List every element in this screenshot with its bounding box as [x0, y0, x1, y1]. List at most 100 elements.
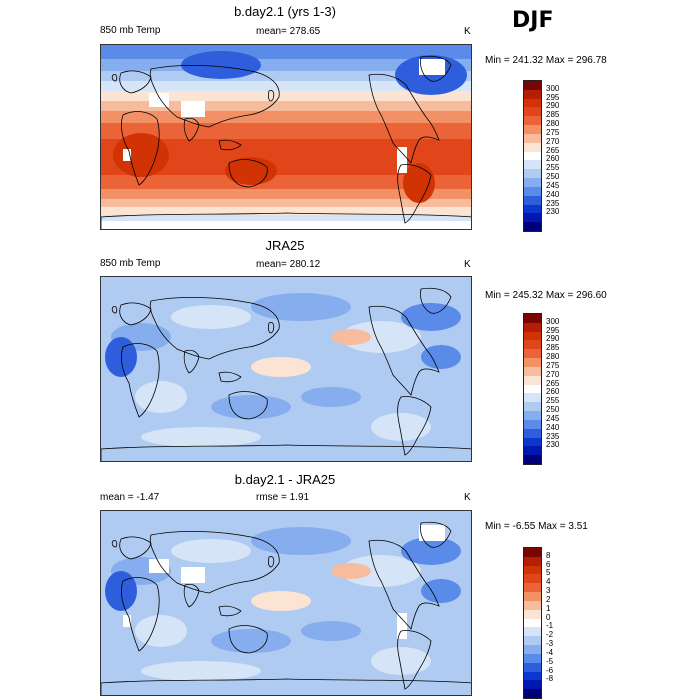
coastline: [420, 521, 452, 548]
coastline: [218, 139, 242, 151]
coastline: [397, 164, 432, 224]
contour-band: [101, 189, 471, 199]
warm-core: [225, 157, 277, 185]
colorbar-label: 295: [546, 92, 560, 102]
masked-area: [419, 525, 445, 541]
panel-1-units: K: [464, 26, 471, 37]
colorbar-swatch: [524, 89, 541, 100]
coastline: [183, 117, 200, 142]
colorbar-label: 255: [546, 163, 560, 173]
colorbar-swatch: [524, 428, 541, 438]
colorbar-label: 240: [546, 422, 560, 432]
coastline: [121, 111, 160, 186]
colorbar-swatch: [524, 213, 541, 223]
colorbar-swatch: [524, 186, 541, 197]
colorbar-swatch: [524, 151, 541, 161]
colorbar-swatch: [524, 446, 541, 456]
colorbar-swatch: [524, 195, 541, 205]
colorbar-label: -6: [546, 665, 554, 675]
panel-2-units: K: [464, 259, 471, 270]
panel-1-minmax: Min = 241.32 Max = 296.78: [485, 55, 607, 66]
colorbar-swatch: [524, 222, 541, 232]
colorbar-swatch: [524, 81, 541, 91]
colorbar-label: 0: [546, 612, 551, 622]
anomaly-blob: [251, 357, 311, 377]
contour-band: [101, 71, 471, 81]
colorbar-label: 5: [546, 568, 551, 578]
colorbar-label: 285: [546, 343, 560, 353]
anomaly-blob: [141, 427, 261, 447]
colorbar-swatch: [524, 455, 541, 465]
colorbar-label: -8: [546, 674, 554, 684]
coastline: [111, 74, 118, 82]
colorbar-swatch: [524, 384, 541, 394]
colorbar-swatch: [524, 116, 541, 126]
panel-1-colorbar: 300 295 290 285 280 275 270 265 260 255 250 245 240 2…: [523, 80, 583, 232]
colorbar-swatch: [524, 98, 541, 108]
coastline: [121, 343, 160, 418]
colorbar-swatch: [524, 548, 541, 558]
masked-area: [397, 613, 407, 639]
coastline: [183, 583, 200, 608]
coastline: [149, 65, 280, 128]
coastline: [101, 444, 471, 461]
coastline: [149, 531, 280, 594]
colorbar-label: 270: [546, 369, 560, 379]
colorbar-swatch: [524, 600, 541, 611]
coastline: [368, 73, 440, 164]
colorbar-swatch: [524, 609, 541, 619]
panel-2-colorbar: 300 295 290 285 280 275 270 265 260 255 250 245 240 2…: [523, 313, 583, 465]
coastline: [228, 625, 268, 654]
colorbar-swatch: [524, 645, 541, 655]
anomaly-blob: [171, 539, 251, 563]
panel-1-map: [100, 44, 472, 230]
colorbar-label: 265: [546, 145, 560, 155]
colorbar-swatch: [524, 393, 541, 403]
colorbar-swatch: [524, 574, 541, 584]
colorbar-label: 240: [546, 189, 560, 199]
colorbar-label: 290: [546, 101, 560, 111]
colorbar-box: [523, 313, 542, 465]
coastline: [218, 371, 242, 383]
colorbar-swatch: [524, 160, 541, 170]
panel-2-map: [100, 276, 472, 462]
colorbar-label: 270: [546, 136, 560, 146]
map-field: [101, 45, 471, 229]
colorbar-swatch: [524, 402, 541, 412]
anomaly-blob: [401, 537, 461, 565]
panel-1-left-label: 850 mb Temp: [100, 25, 161, 36]
colorbar-label: 285: [546, 110, 560, 120]
coastline: [397, 396, 432, 456]
cold-core: [181, 51, 261, 79]
masked-area: [181, 567, 205, 583]
anomaly-blob: [301, 387, 361, 407]
coastline: [420, 287, 452, 314]
colorbar-swatch: [524, 565, 541, 575]
contour-band: [101, 91, 471, 101]
panel-1-center-label: mean= 278.65: [256, 26, 321, 37]
colorbar-label: 235: [546, 198, 560, 208]
colorbar-swatch: [524, 375, 541, 385]
colorbar-label: -2: [546, 630, 554, 640]
contour-band: [101, 101, 471, 111]
coastline: [183, 349, 200, 374]
colorbar-label: 290: [546, 334, 560, 344]
colorbar-swatch: [524, 680, 541, 690]
colorbar-swatch: [524, 618, 541, 628]
coastline: [228, 391, 268, 420]
contour-band: [101, 81, 471, 91]
anomaly-blob: [421, 579, 461, 603]
colorbar-label: 235: [546, 431, 560, 441]
anomaly-blob: [421, 345, 461, 369]
anomaly-blob: [331, 563, 371, 579]
map-field: [101, 277, 471, 461]
contour-band: [101, 221, 471, 229]
colorbar-swatch: [524, 178, 541, 188]
anomaly-blob: [371, 413, 431, 441]
masked-area: [419, 59, 445, 75]
colorbar-label: 3: [546, 586, 551, 596]
colorbar-label: 2: [546, 594, 551, 604]
coastline: [397, 630, 432, 690]
colorbar-box: [523, 547, 542, 699]
masked-area: [149, 93, 169, 107]
